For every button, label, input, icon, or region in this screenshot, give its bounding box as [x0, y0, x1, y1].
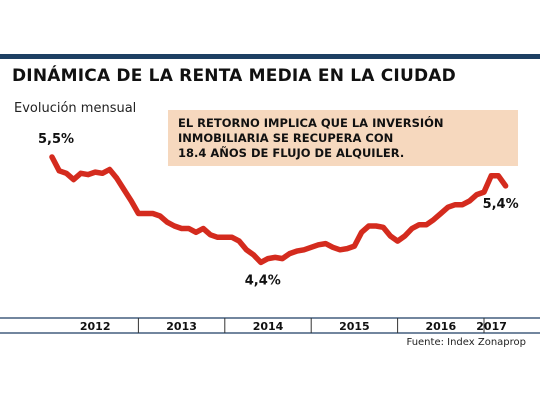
x-tick-label: 2012	[80, 320, 111, 333]
chart-title: DINÁMICA DE LA RENTA MEDIA EN LA CIUDAD	[12, 66, 456, 86]
data-label: 5,5%	[38, 132, 74, 147]
note-line: 18.4 AÑOS DE FLUJO DE ALQUILER.	[178, 146, 405, 160]
x-tick-label: 2017	[476, 320, 507, 333]
chart-subtitle: Evolución mensual	[14, 101, 137, 116]
note-line: EL RETORNO IMPLICA QUE LA INVERSIÓN	[178, 116, 444, 130]
data-label: 5,4%	[483, 197, 519, 212]
top-rule	[0, 54, 540, 59]
note-box: EL RETORNO IMPLICA QUE LA INVERSIÓN INMO…	[168, 110, 518, 166]
x-tick-label: 2015	[339, 320, 370, 333]
note-line: INMOBILIARIA SE RECUPERA CON	[178, 131, 394, 145]
x-tick-label: 2014	[253, 320, 284, 333]
x-tick-label: 2013	[166, 320, 197, 333]
x-tick-label: 2016	[425, 320, 456, 333]
series-line	[49, 154, 509, 266]
source-credit: Fuente: Index Zonaprop	[406, 337, 526, 348]
data-label: 4,4%	[245, 273, 281, 288]
